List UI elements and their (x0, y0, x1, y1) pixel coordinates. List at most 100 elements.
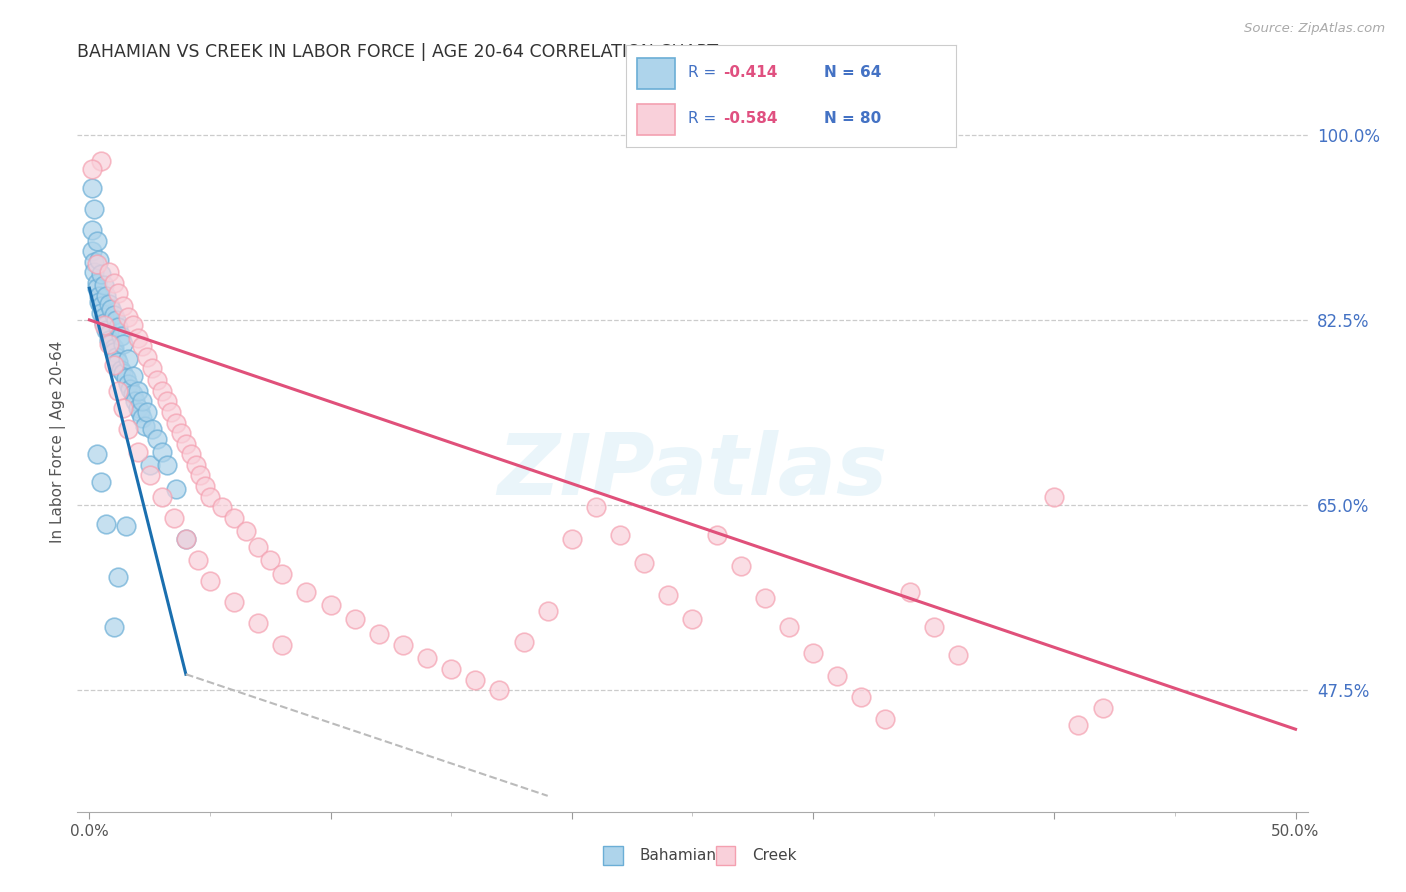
Point (146, 373, 169, 387)
Point (127, 331, 149, 345)
Point (127, 384, 149, 398)
FancyBboxPatch shape (637, 58, 675, 88)
Point (100, 302, 122, 317)
Point (121, 318, 143, 333)
Text: Source: ZipAtlas.com: Source: ZipAtlas.com (1244, 22, 1385, 36)
Point (170, 426, 193, 441)
Point (107, 384, 129, 398)
Text: N = 80: N = 80 (824, 112, 882, 127)
Point (97, 333, 120, 347)
Point (103, 276, 125, 290)
Y-axis label: In Labor Force | Age 20-64: In Labor Force | Age 20-64 (51, 341, 66, 542)
Point (104, 350, 127, 364)
Point (875, 712, 897, 726)
Point (801, 646, 824, 660)
Point (87, 252, 110, 267)
Text: ZIPatlas: ZIPatlas (498, 430, 887, 513)
Point (1091, 701, 1114, 715)
Point (93, 316, 115, 330)
Point (198, 574, 221, 589)
Point (194, 479, 217, 493)
Point (136, 350, 159, 364)
Point (174, 436, 197, 450)
Point (235, 524, 257, 539)
Point (97, 297, 120, 311)
Point (127, 445, 149, 459)
Point (80, 161, 103, 176)
Point (100, 337, 122, 351)
Point (778, 619, 800, 633)
Point (174, 532, 197, 546)
Point (825, 669, 848, 683)
Point (127, 401, 149, 415)
Point (107, 355, 129, 369)
Point (416, 651, 439, 665)
Point (138, 468, 160, 483)
Point (131, 394, 153, 409)
Point (657, 588, 679, 602)
Point (150, 445, 173, 459)
Point (295, 584, 318, 599)
Point (174, 532, 197, 546)
Point (93, 310, 115, 324)
Point (114, 519, 136, 533)
Point (112, 366, 135, 380)
Point (271, 566, 294, 581)
Point (134, 418, 156, 433)
Text: R =: R = (689, 65, 721, 80)
Point (110, 328, 132, 343)
Point (247, 541, 270, 555)
Point (112, 337, 135, 351)
Point (150, 384, 173, 398)
Point (851, 690, 873, 705)
Point (585, 500, 607, 515)
Point (86, 281, 108, 295)
Point (86, 447, 108, 461)
Point (1067, 718, 1090, 732)
Point (90, 475, 112, 489)
Point (488, 683, 510, 698)
Point (124, 394, 146, 409)
Point (682, 612, 704, 626)
Point (211, 500, 233, 515)
Point (141, 360, 163, 375)
Point (96, 324, 118, 338)
Point (107, 570, 129, 584)
Point (96, 516, 118, 531)
Point (1043, 490, 1066, 504)
Text: Creek: Creek (752, 848, 797, 863)
Point (93, 318, 115, 333)
Point (90, 268, 112, 282)
Point (112, 299, 135, 313)
Text: -0.584: -0.584 (723, 112, 778, 127)
Point (117, 422, 139, 436)
Point (96, 318, 118, 333)
Point (754, 591, 776, 605)
Point (464, 673, 486, 687)
Text: -0.414: -0.414 (723, 65, 778, 80)
Point (103, 344, 125, 359)
Point (107, 320, 129, 334)
Point (319, 599, 342, 613)
Point (537, 604, 560, 618)
Text: R =: R = (689, 112, 721, 127)
Point (97, 326, 120, 341)
Point (117, 310, 139, 324)
Point (96, 288, 118, 302)
Point (120, 382, 142, 396)
Point (165, 416, 187, 430)
Point (87, 288, 110, 302)
Point (138, 458, 160, 472)
Point (198, 490, 221, 504)
Point (146, 433, 169, 447)
Point (367, 627, 389, 641)
Point (110, 362, 132, 376)
Point (93, 278, 115, 293)
Point (86, 257, 108, 271)
Point (97, 265, 120, 279)
Point (121, 387, 143, 401)
Point (103, 342, 125, 356)
Point (87, 294, 110, 309)
Point (150, 490, 173, 504)
Point (117, 352, 139, 367)
